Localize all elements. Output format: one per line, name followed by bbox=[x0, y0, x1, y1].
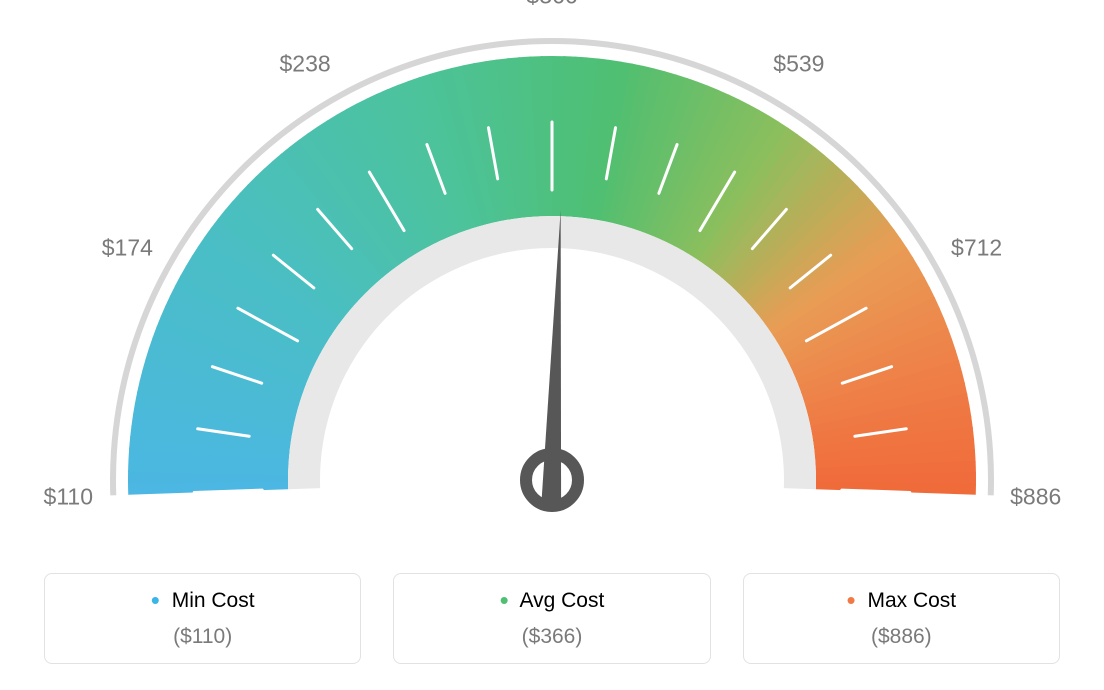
legend-title-text: Max Cost bbox=[867, 589, 956, 612]
legend-title-text: Avg Cost bbox=[519, 589, 604, 612]
legend-title-max: • Max Cost bbox=[754, 590, 1049, 611]
tick-label: $174 bbox=[102, 234, 153, 261]
dot-icon: • bbox=[847, 585, 856, 615]
gauge-svg bbox=[0, 0, 1104, 540]
legend-value-min: ($110) bbox=[55, 625, 350, 649]
dot-icon: • bbox=[500, 585, 509, 615]
legend-title-min: • Min Cost bbox=[55, 590, 350, 611]
tick-label: $366 bbox=[526, 0, 577, 10]
legend-row: • Min Cost ($110) • Avg Cost ($366) • Ma… bbox=[0, 573, 1104, 664]
tick-label: $712 bbox=[951, 234, 1002, 261]
gauge-needle bbox=[541, 210, 561, 508]
legend-card-avg: • Avg Cost ($366) bbox=[393, 573, 710, 664]
legend-value-max: ($886) bbox=[754, 625, 1049, 649]
tick-label: $238 bbox=[280, 50, 331, 77]
legend-title-text: Min Cost bbox=[172, 589, 255, 612]
gauge-area: $110 $174 $238 $366 $539 $712 $886 bbox=[0, 0, 1104, 540]
legend-value-avg: ($366) bbox=[404, 625, 699, 649]
dot-icon: • bbox=[151, 585, 160, 615]
legend-title-avg: • Avg Cost bbox=[404, 590, 699, 611]
tick-label: $886 bbox=[1010, 483, 1061, 510]
tick-label: $110 bbox=[44, 483, 93, 510]
legend-card-min: • Min Cost ($110) bbox=[44, 573, 361, 664]
tick-label: $539 bbox=[773, 50, 824, 77]
chart-container: $110 $174 $238 $366 $539 $712 $886 • Min Cost … bbox=[0, 0, 1104, 690]
legend-card-max: • Max Cost ($886) bbox=[743, 573, 1060, 664]
